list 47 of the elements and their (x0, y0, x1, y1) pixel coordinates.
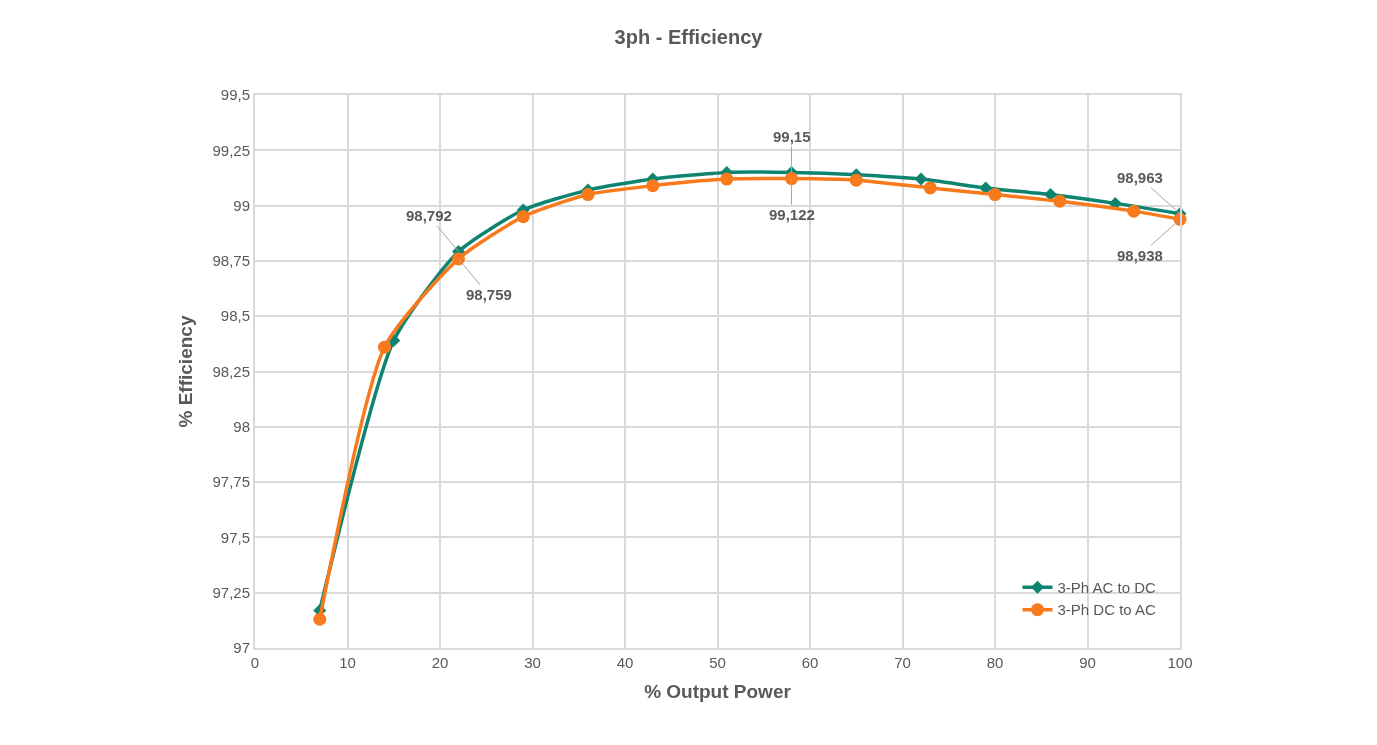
point (720, 172, 734, 186)
legend-label: 3-Ph DC to AC (1057, 601, 1157, 619)
x-tick-label: 60 (801, 654, 819, 671)
point (452, 252, 465, 266)
y-tick-label: 97,5 (220, 528, 250, 546)
y-tick-label: 99 (233, 196, 250, 214)
x-tick-label: 100 (1167, 654, 1193, 671)
annotation: 99,15 (773, 128, 811, 145)
y-tick-label: 97,25 (212, 583, 250, 601)
point (581, 188, 595, 202)
x-tick-label: 20 (431, 654, 449, 671)
x-tick-label: 0 (250, 654, 260, 671)
point (516, 210, 530, 224)
y-axis-title: % Efficiency (174, 315, 196, 428)
x-tick-label: 80 (986, 654, 1004, 671)
annotation: 98,938 (1117, 247, 1163, 264)
point (988, 188, 1002, 202)
y-tick-label: 98 (233, 418, 250, 436)
y-tick-label: 97 (233, 639, 250, 657)
x-tick-label: 10 (339, 654, 356, 671)
y-tick-label: 98,75 (212, 252, 250, 270)
point (785, 172, 798, 186)
y-tick-label: 98,5 (220, 307, 250, 325)
legend-label: 3-Ph AC to DC (1057, 578, 1157, 596)
point (1127, 204, 1141, 218)
x-axis-title: % Output Power (644, 681, 792, 703)
annotation: 99,122 (769, 206, 815, 223)
y-tick-label: 98,25 (212, 362, 250, 380)
y-tick-label: 99,25 (212, 141, 250, 159)
point (313, 612, 327, 626)
point (914, 172, 928, 186)
y-tick-label: 97,75 (212, 473, 250, 491)
point (646, 179, 660, 193)
point (849, 173, 863, 187)
annotation: 98,963 (1117, 169, 1163, 186)
point (923, 181, 937, 195)
point (1053, 194, 1067, 208)
x-tick-label: 50 (709, 654, 726, 671)
chart-title: 3ph - Efficiency (614, 26, 764, 49)
x-tick-label: 70 (894, 654, 911, 671)
point (378, 340, 391, 354)
y-tick-label: 99,5 (220, 86, 250, 104)
x-tick-label: 40 (616, 654, 634, 671)
annotation: 98,792 (406, 207, 452, 224)
annotation: 98,759 (466, 286, 512, 303)
x-tick-label: 90 (1079, 654, 1096, 671)
x-tick-label: 30 (524, 654, 541, 671)
